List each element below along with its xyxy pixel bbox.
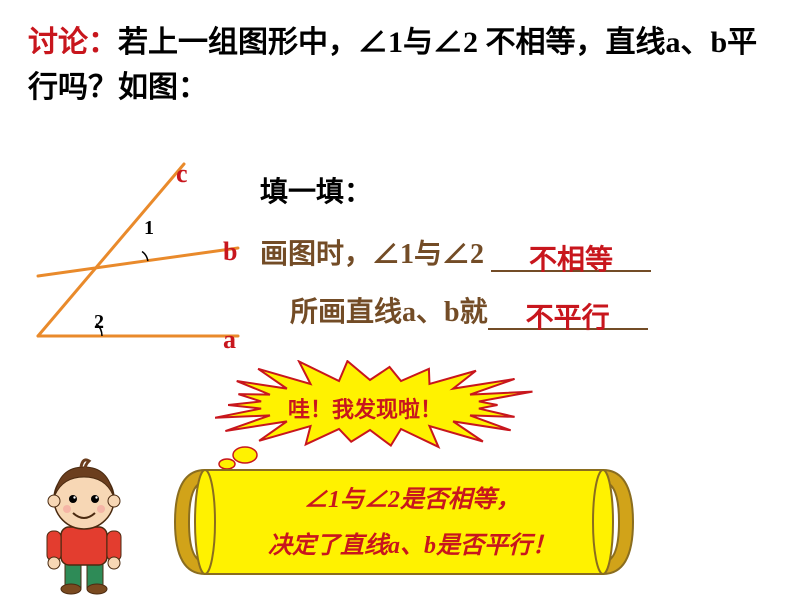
svg-text:c: c xyxy=(176,160,188,188)
scroll-line-2: 决定了直线a、b是否平行！ xyxy=(268,533,556,559)
svg-text:a: a xyxy=(223,325,236,350)
cartoon-boy xyxy=(25,455,145,595)
svg-text:1: 1 xyxy=(144,217,154,239)
fill-answer-2: 不平行 xyxy=(526,303,610,334)
page-title: 讨论：若上一组图形中，∠1与∠2 不相等，直线a、b平行吗？如图： xyxy=(28,20,774,110)
fill-line-1: 画图时，∠1与∠2 不相等 xyxy=(260,232,780,272)
scroll-text: ∠1与∠2是否相等， 决定了直线a、b是否平行！ xyxy=(232,478,592,569)
diagram-svg: c b a 1 2 xyxy=(18,160,248,350)
fill-line-2: 所画直线a、b就不平行 xyxy=(290,290,780,330)
title-text: 若上一组图形中，∠1与∠2 不相等，直线a、b平行吗？如图： xyxy=(28,26,757,104)
fill-blank-2: 不平行 xyxy=(488,296,648,330)
fill-line1-prefix: 画图时，∠1与∠2 xyxy=(260,239,491,270)
scroll-line-1: ∠1与∠2是否相等， xyxy=(304,487,520,513)
geometry-diagram: c b a 1 2 xyxy=(18,160,248,350)
fill-heading: 填一填： xyxy=(260,170,780,210)
fill-blank-1: 不相等 xyxy=(491,238,651,272)
boy-svg xyxy=(25,455,145,595)
fill-in-block: 填一填： 画图时，∠1与∠2 不相等 所画直线a、b就不平行 xyxy=(260,170,780,330)
fill-answer-1: 不相等 xyxy=(529,245,613,276)
fill-line2-prefix: 所画直线a、b就 xyxy=(290,297,488,328)
title-prefix: 讨论： xyxy=(28,26,118,59)
burst-text: 哇！我发现啦！ xyxy=(288,392,442,424)
svg-text:2: 2 xyxy=(94,311,104,333)
svg-text:b: b xyxy=(223,237,237,266)
